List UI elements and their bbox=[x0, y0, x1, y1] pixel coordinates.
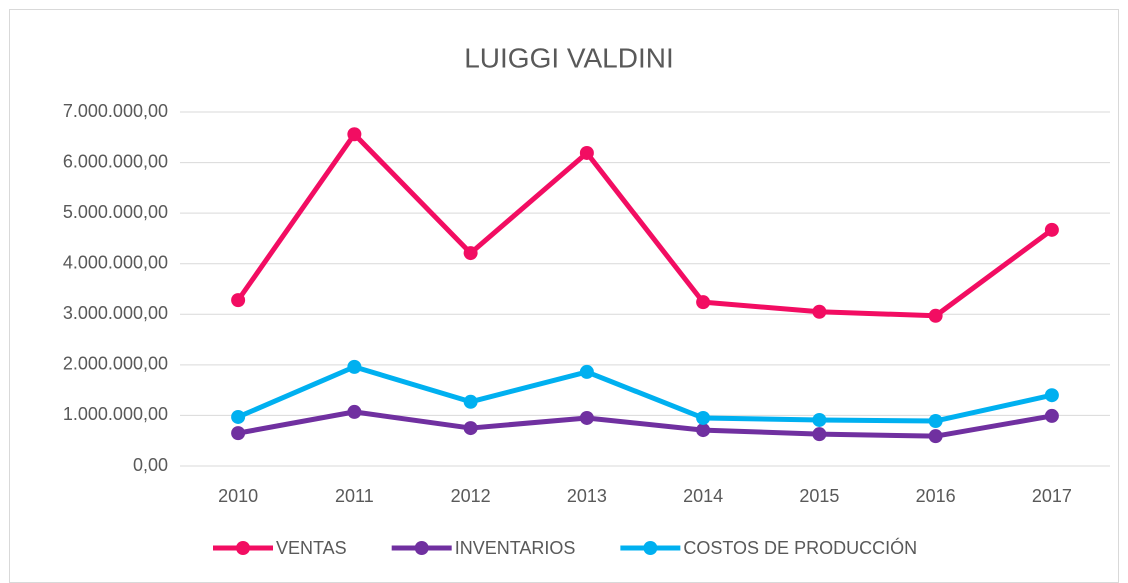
x-tick-label: 2013 bbox=[567, 486, 607, 506]
series-line bbox=[236, 131, 1054, 319]
data-point bbox=[696, 410, 711, 425]
y-tick-label: 0,00 bbox=[133, 455, 168, 475]
x-tick-label: 2014 bbox=[683, 486, 723, 506]
legend-marker bbox=[414, 541, 429, 555]
y-tick-label: 4.000.000,00 bbox=[63, 252, 168, 272]
series-line bbox=[237, 364, 1053, 424]
x-tick-label: 2010 bbox=[218, 486, 258, 506]
data-point bbox=[928, 429, 943, 444]
data-point bbox=[347, 404, 362, 419]
data-point bbox=[463, 394, 478, 409]
data-point bbox=[696, 295, 711, 310]
data-point bbox=[231, 409, 246, 424]
data-point bbox=[347, 359, 362, 374]
x-tick-label: 2011 bbox=[335, 486, 374, 506]
data-point bbox=[579, 410, 594, 425]
legend-marker bbox=[643, 541, 658, 555]
y-tick-label: 3.000.000,00 bbox=[63, 303, 168, 323]
legend-label: INVENTARIOS bbox=[455, 538, 576, 558]
data-point bbox=[579, 364, 594, 379]
legend-marker bbox=[236, 541, 250, 555]
data-point bbox=[463, 421, 478, 436]
legend-label: VENTAS bbox=[276, 538, 347, 558]
y-tick-label: 6.000.000,00 bbox=[63, 151, 168, 171]
y-tick-label: 2.000.000,00 bbox=[63, 354, 168, 374]
data-point bbox=[812, 304, 827, 319]
data-point bbox=[1044, 408, 1059, 423]
data-point bbox=[696, 423, 711, 438]
data-point bbox=[928, 308, 943, 323]
data-point bbox=[928, 413, 943, 428]
data-point bbox=[579, 145, 594, 160]
data-point bbox=[231, 293, 246, 308]
x-tick-label: 2012 bbox=[451, 486, 491, 506]
x-tick-label: 2015 bbox=[799, 486, 839, 506]
data-point bbox=[463, 246, 478, 261]
legend-label: COSTOS DE PRODUCCIÓN bbox=[683, 537, 917, 558]
x-tick-label: 2016 bbox=[916, 486, 956, 506]
chart-title: LUIGGI VALDINI bbox=[464, 42, 674, 73]
x-tick-label: 2017 bbox=[1032, 486, 1072, 506]
chart-frame bbox=[9, 9, 1119, 583]
data-point bbox=[1044, 222, 1059, 237]
data-point bbox=[347, 127, 362, 142]
y-tick-label: 7.000.000,00 bbox=[63, 101, 168, 121]
y-tick-label: 5.000.000,00 bbox=[63, 202, 168, 222]
series-line bbox=[237, 409, 1053, 439]
data-point bbox=[812, 427, 827, 442]
data-point bbox=[1044, 388, 1059, 403]
data-point bbox=[812, 412, 827, 427]
y-tick-label: 1.000.000,00 bbox=[63, 404, 168, 424]
data-point bbox=[231, 426, 246, 441]
